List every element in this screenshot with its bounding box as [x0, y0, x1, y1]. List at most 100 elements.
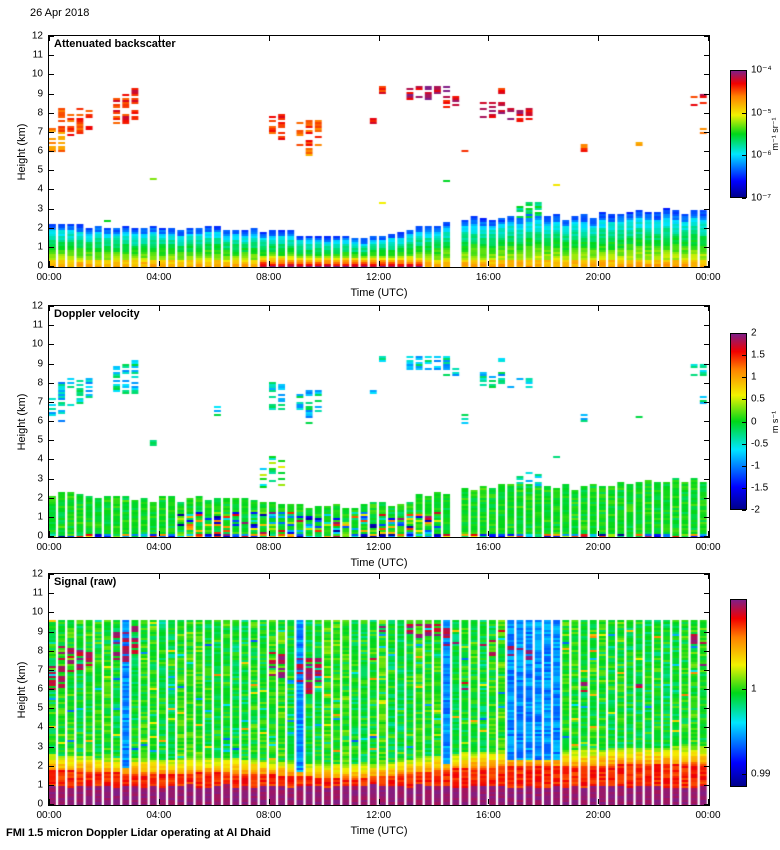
y-tick-label: 8 — [37, 377, 43, 389]
panel-doppler-velocity: Doppler velocity Height (km) Time (UTC) … — [16, 301, 721, 570]
x-tick-mark — [708, 531, 709, 536]
footer-caption: FMI 1.5 micron Doppler Lidar operating a… — [6, 827, 271, 839]
x-tick-mark — [708, 36, 709, 41]
y-tick-label: 10 — [31, 338, 43, 350]
y-tick-label: 7 — [37, 396, 43, 408]
y-tick-mark — [704, 151, 709, 152]
x-tick-mark — [378, 574, 380, 579]
x-tick-label: 04:00 — [146, 272, 172, 283]
colorbar-tick-mark — [742, 355, 746, 357]
x-tick-mark — [158, 531, 160, 536]
colorbar-tick-mark — [742, 465, 746, 467]
x-axis-label: Time (UTC) — [350, 287, 408, 299]
colorbar-tick-mark — [742, 487, 746, 489]
y-tick-mark — [49, 593, 54, 595]
colorbar-unit-label: m s⁻¹ — [770, 410, 780, 433]
colorbar-tick-mark — [742, 773, 746, 775]
y-tick-label: 2 — [37, 492, 43, 504]
y-tick-mark — [704, 363, 709, 365]
panel-title-velocity: Doppler velocity — [54, 308, 140, 320]
x-tick-label: 12:00 — [365, 272, 392, 283]
y-tick-mark — [49, 325, 54, 327]
colorbar-tick-label: 10⁻⁷ — [751, 192, 772, 204]
y-tick-label: 12 — [31, 300, 43, 312]
x-tick-label: 20:00 — [585, 810, 611, 821]
y-tick-mark — [49, 36, 54, 37]
y-tick-label: 4 — [37, 183, 43, 195]
y-tick-label: 11 — [32, 49, 43, 61]
x-tick-mark — [49, 799, 50, 804]
x-tick-mark — [49, 36, 50, 41]
y-tick-mark — [704, 93, 709, 95]
colorbar-tick-label: 1 — [751, 371, 757, 383]
y-tick-mark — [49, 497, 54, 499]
x-tick-mark — [598, 574, 600, 579]
y-tick-mark — [49, 784, 54, 786]
x-tick-label: 16:00 — [475, 272, 501, 283]
y-tick-mark — [704, 306, 709, 307]
y-tick-mark — [49, 306, 54, 307]
y-tick-mark — [704, 189, 709, 191]
backscatter-heatmap — [49, 36, 709, 267]
date-label: 26 Apr 2018 — [30, 7, 90, 19]
y-tick-mark — [49, 574, 54, 575]
y-tick-mark — [49, 74, 54, 76]
x-tick-mark — [598, 36, 600, 41]
y-tick-mark — [704, 112, 709, 114]
y-tick-label: 6 — [37, 145, 43, 157]
colorbar-tick-label: 1 — [751, 683, 757, 695]
x-tick-mark — [708, 799, 709, 804]
colorbar-tick-mark — [742, 198, 746, 199]
y-tick-mark — [704, 227, 709, 229]
x-tick-label: 00:00 — [36, 810, 62, 821]
y-tick-mark — [704, 344, 709, 346]
y-tick-mark — [49, 131, 54, 133]
x-tick-mark — [268, 261, 270, 266]
x-tick-label: 08:00 — [256, 272, 282, 283]
colorbar-tick-label: 10⁻⁵ — [751, 107, 772, 119]
x-axis-label: Time (UTC) — [350, 557, 408, 569]
y-tick-label: 1 — [37, 241, 43, 253]
colorbar-tick-mark — [742, 155, 746, 157]
y-tick-mark — [704, 689, 709, 690]
x-tick-label: 04:00 — [146, 542, 172, 553]
x-tick-mark — [268, 799, 270, 804]
x-tick-mark — [708, 574, 709, 579]
y-tick-mark — [704, 746, 709, 748]
y-tick-mark — [704, 382, 709, 384]
colorbar-tick-mark — [742, 689, 746, 691]
velocity-heatmap — [49, 306, 709, 537]
x-tick-mark — [378, 531, 380, 536]
y-tick-mark — [704, 727, 709, 729]
y-tick-mark — [704, 459, 709, 461]
y-tick-label: 0 — [37, 798, 43, 810]
colorbar-gradient — [730, 599, 747, 787]
x-axis-label: Time (UTC) — [350, 825, 408, 837]
y-tick-mark — [49, 382, 54, 384]
x-tick-mark — [49, 531, 50, 536]
x-tick-mark — [49, 306, 50, 311]
y-tick-mark — [704, 170, 709, 172]
x-tick-mark — [268, 531, 270, 536]
y-tick-mark — [704, 440, 709, 442]
x-tick-label: 04:00 — [146, 810, 172, 821]
y-tick-mark — [49, 266, 54, 267]
x-tick-label: 00:00 — [36, 542, 62, 553]
x-tick-mark — [598, 261, 600, 266]
y-tick-label: 1 — [37, 511, 43, 523]
x-tick-mark — [598, 306, 600, 311]
x-tick-label: 00:00 — [36, 272, 62, 283]
y-tick-mark — [704, 325, 709, 327]
y-tick-label: 12 — [31, 30, 43, 42]
x-tick-mark — [49, 261, 50, 266]
x-tick-mark — [598, 799, 600, 804]
colorbar-tick-mark — [742, 377, 746, 379]
x-tick-mark — [708, 261, 709, 266]
y-tick-mark — [49, 93, 54, 95]
colorbar-tick-label: 0.99 — [751, 768, 771, 780]
y-tick-mark — [49, 112, 54, 114]
y-tick-mark — [49, 708, 54, 710]
y-tick-label: 5 — [37, 434, 43, 446]
y-tick-label: 3 — [37, 741, 43, 752]
y-tick-mark — [49, 151, 54, 152]
